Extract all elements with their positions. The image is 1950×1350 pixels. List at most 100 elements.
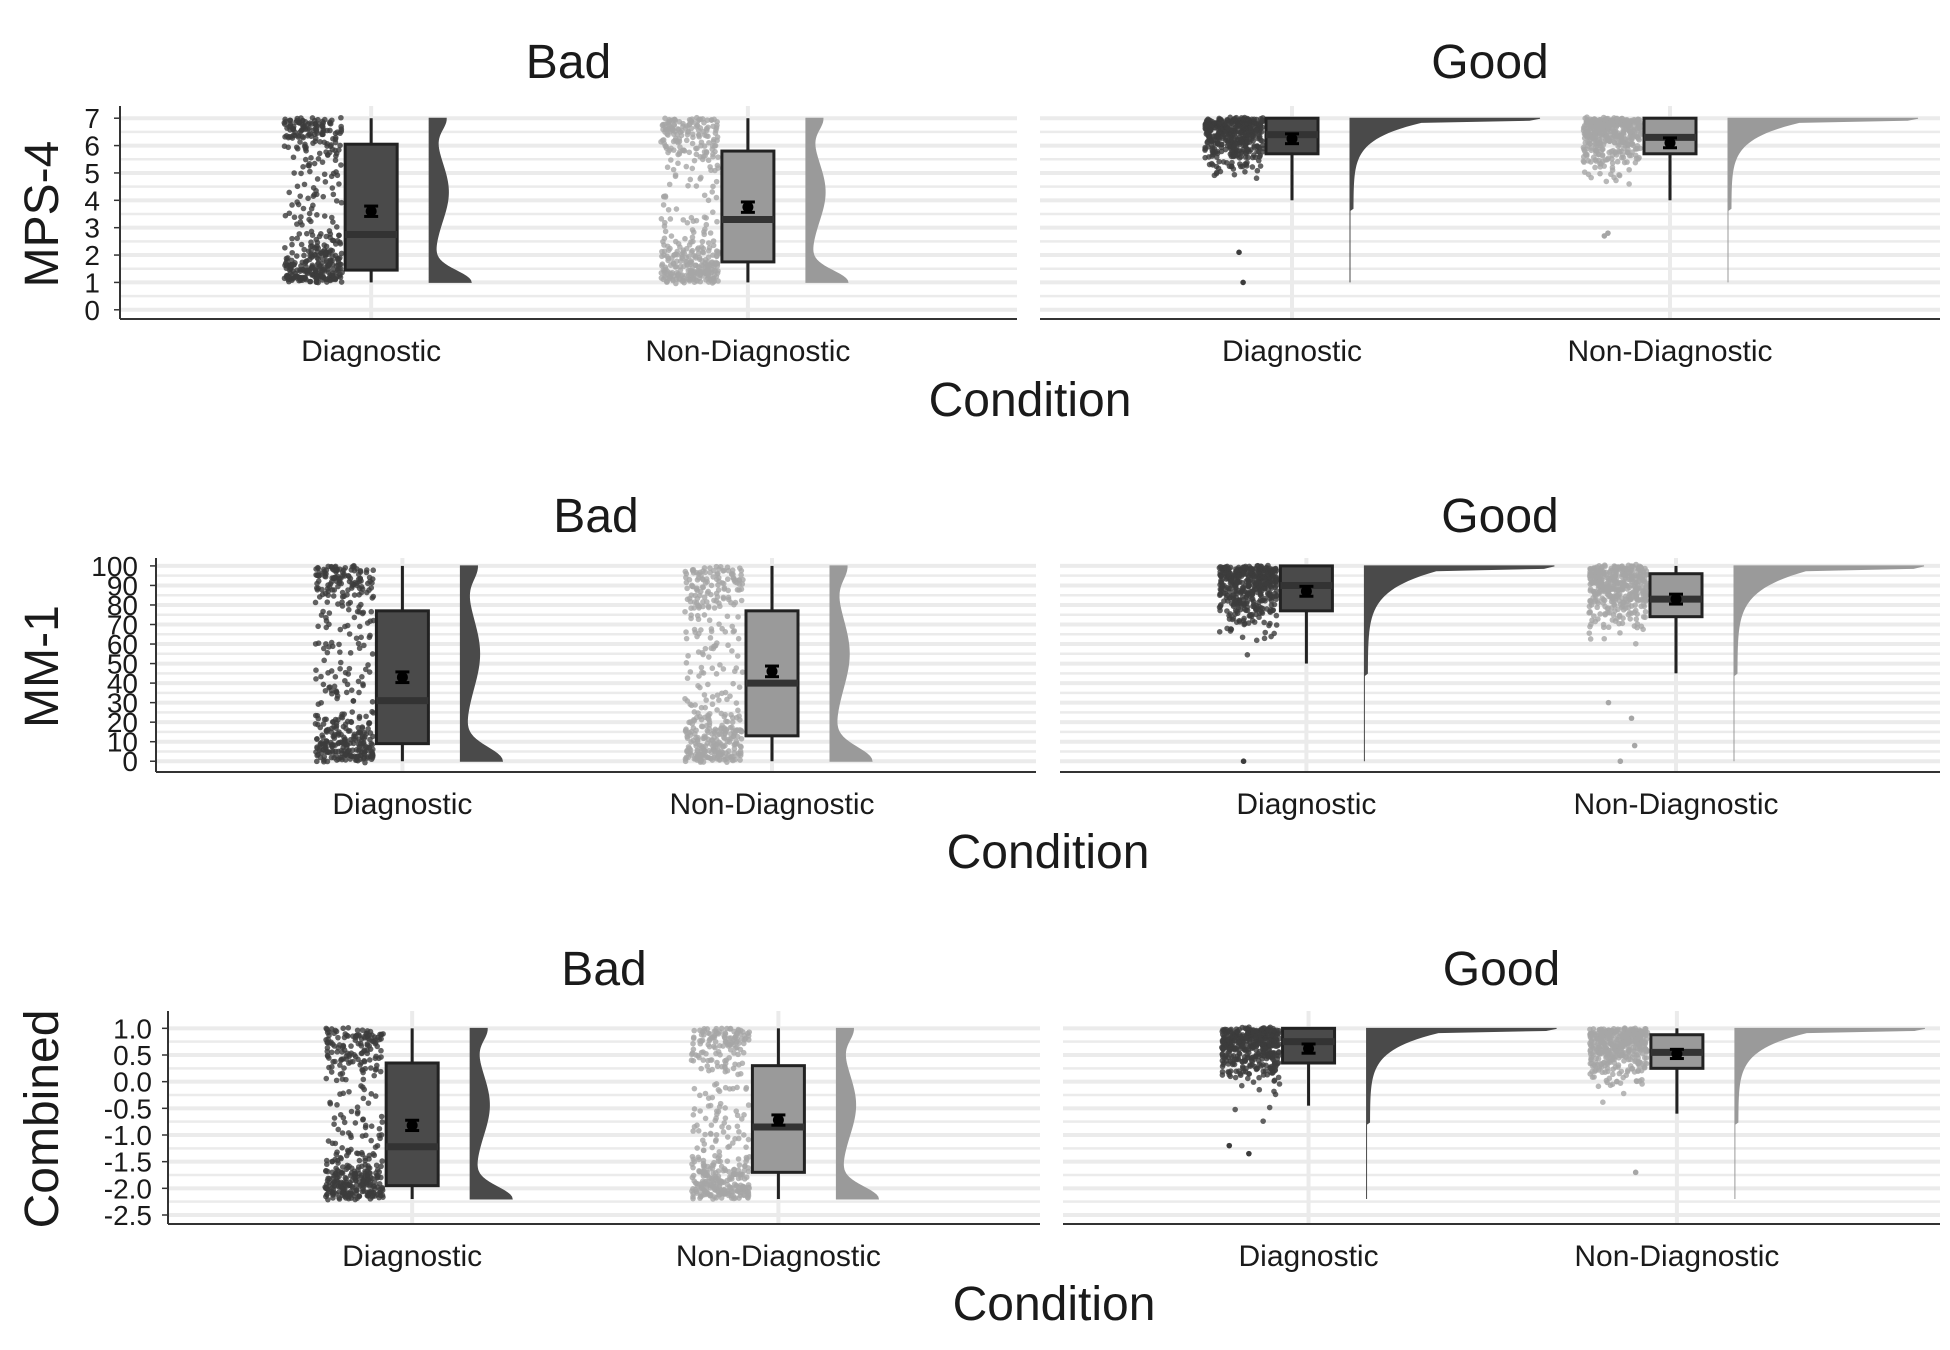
data-point <box>360 1076 367 1083</box>
data-point <box>692 629 699 636</box>
data-point <box>344 742 351 748</box>
data-point <box>678 132 685 139</box>
data-point <box>353 580 360 587</box>
data-point <box>698 1049 705 1056</box>
data-point <box>690 1195 696 1202</box>
data-point <box>658 216 665 222</box>
data-point <box>299 133 306 140</box>
data-point <box>733 1108 740 1114</box>
data-point <box>1273 612 1280 619</box>
data-point <box>1227 1068 1234 1075</box>
data-point <box>1247 124 1254 131</box>
data-point <box>1249 617 1256 624</box>
data-point <box>363 713 369 720</box>
data-point <box>339 1144 345 1151</box>
data-point <box>1258 592 1264 599</box>
data-point <box>1245 1054 1252 1061</box>
data-point <box>1203 131 1210 137</box>
data-point <box>1225 1029 1231 1035</box>
data-point <box>319 123 325 129</box>
data-point <box>345 606 352 613</box>
data-point <box>712 130 719 136</box>
y-tick-label: 70 <box>107 610 138 641</box>
data-point <box>689 165 696 172</box>
data-point <box>673 206 680 212</box>
data-point <box>1632 640 1639 647</box>
data-point <box>290 154 297 161</box>
data-point <box>341 571 347 577</box>
data-point <box>707 1036 713 1042</box>
data-point <box>662 124 669 130</box>
data-point <box>682 758 689 765</box>
data-point <box>322 264 329 271</box>
data-point <box>697 684 703 691</box>
data-point <box>330 237 337 244</box>
data-point <box>719 1190 725 1197</box>
data-point <box>326 1029 332 1035</box>
data-point <box>706 139 712 146</box>
data-point <box>720 743 726 749</box>
data-point <box>690 583 696 590</box>
outlier-point <box>1240 758 1247 765</box>
data-point <box>1587 598 1593 605</box>
data-point <box>713 194 720 201</box>
data-point <box>1239 594 1246 600</box>
data-point <box>671 122 677 128</box>
data-point <box>1597 611 1603 617</box>
data-point <box>724 718 731 725</box>
data-point <box>320 734 326 741</box>
data-point <box>1613 570 1620 577</box>
data-point <box>731 1166 738 1173</box>
data-point <box>661 223 668 229</box>
data-point <box>1249 566 1256 572</box>
data-point <box>700 599 706 605</box>
data-point <box>286 278 292 285</box>
data-point <box>669 255 675 261</box>
data-point <box>1231 117 1238 123</box>
data-point <box>668 233 675 239</box>
data-point <box>321 213 328 219</box>
group-diagnostic: Diagnostic <box>322 1011 513 1273</box>
data-point <box>708 269 715 275</box>
data-point <box>704 263 711 270</box>
data-point <box>299 222 305 228</box>
data-point <box>714 707 720 713</box>
data-point <box>309 115 316 121</box>
y-tick-label: -0.5 <box>104 1093 152 1124</box>
data-point <box>1634 624 1640 631</box>
data-point <box>1266 1042 1272 1048</box>
data-point <box>324 152 331 158</box>
data-point <box>338 747 345 754</box>
data-point <box>726 1143 733 1150</box>
data-point <box>321 139 328 146</box>
data-point <box>697 569 703 576</box>
data-point <box>683 579 690 586</box>
data-point <box>322 116 328 123</box>
data-point <box>323 1193 329 1200</box>
data-point <box>333 689 340 695</box>
data-point <box>740 576 746 583</box>
x-axis-title: Condition <box>947 826 1150 879</box>
data-point <box>1274 576 1280 583</box>
data-point <box>1220 1046 1226 1053</box>
data-point <box>724 759 730 765</box>
data-point <box>361 642 367 649</box>
data-point <box>695 616 702 623</box>
data-point <box>1266 622 1272 629</box>
data-point <box>344 622 351 629</box>
data-point <box>308 218 314 225</box>
data-point <box>741 1112 747 1118</box>
data-point <box>680 217 687 223</box>
data-point <box>338 126 345 133</box>
data-point <box>686 149 693 156</box>
outlier-point <box>1226 1142 1233 1149</box>
data-point <box>312 712 319 719</box>
data-point <box>1605 155 1612 161</box>
data-point <box>351 731 358 738</box>
data-point <box>1635 565 1641 571</box>
data-point <box>738 736 745 742</box>
data-point <box>1257 588 1263 595</box>
data-point <box>363 569 370 576</box>
data-point <box>345 1033 351 1039</box>
